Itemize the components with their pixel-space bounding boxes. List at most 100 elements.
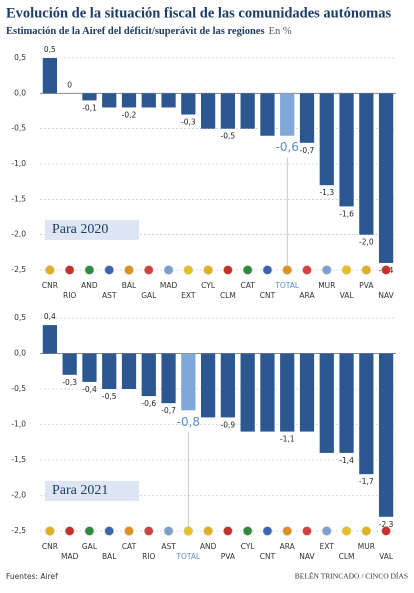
y-tick-label: -2,5 — [11, 526, 26, 535]
flag — [104, 265, 115, 275]
x-tick-label: CLM — [339, 552, 355, 561]
flag — [341, 526, 352, 536]
x-tick-label: NAV — [299, 552, 315, 561]
x-tick-label: TOTAL — [274, 281, 300, 290]
x-tick-label: CNT — [260, 552, 276, 561]
flag — [223, 265, 233, 275]
bar — [378, 353, 394, 517]
value-label: -0,9 — [221, 420, 236, 429]
bar — [280, 353, 295, 432]
x-tick-label: VAL — [340, 291, 355, 300]
x-tick-label: CYL — [201, 281, 216, 290]
bar — [181, 353, 196, 411]
flag — [282, 526, 293, 536]
x-tick-label: CNT — [260, 291, 276, 300]
bar — [319, 353, 334, 453]
x-tick-label: MAD — [61, 552, 79, 561]
x-tick-label: RIO — [142, 552, 155, 561]
bar — [42, 325, 58, 354]
x-tick-label: TOTAL — [175, 552, 201, 561]
x-tick-label: BAL — [102, 552, 117, 561]
bar — [62, 353, 77, 375]
bar — [339, 353, 354, 453]
y-tick-label: -1,5 — [11, 455, 26, 464]
x-tick-label: NAV — [378, 291, 394, 300]
flag — [45, 265, 55, 275]
flag — [321, 526, 332, 536]
x-tick-label: RIO — [63, 291, 76, 300]
x-tick-label: AND — [200, 542, 217, 551]
y-tick-label: -1,0 — [11, 159, 26, 168]
bar — [319, 93, 334, 186]
flag — [242, 265, 253, 275]
bar — [299, 93, 315, 143]
bar — [299, 353, 315, 432]
bar — [200, 353, 216, 418]
x-tick-label: CNR — [42, 542, 58, 551]
bar — [260, 93, 275, 136]
y-tick-label: -1,5 — [11, 194, 26, 203]
period-label: Para 2021 — [52, 483, 108, 498]
bar — [181, 93, 196, 115]
unit: En % — [269, 26, 292, 37]
flag — [64, 265, 75, 275]
value-label: -1,6 — [339, 209, 354, 218]
period-box — [45, 481, 139, 501]
credit: BELÉN TRINCADO / CINCO DÍAS — [295, 571, 408, 581]
bar — [141, 353, 156, 397]
flag — [262, 265, 273, 275]
x-tick-label: CNR — [42, 281, 58, 290]
bar — [359, 93, 374, 235]
flag — [341, 265, 352, 275]
y-tick-label: -0,5 — [11, 124, 26, 133]
x-tick-label: CLM — [220, 291, 236, 300]
value-label: -0,7 — [161, 406, 176, 415]
x-tick-label: PVA — [359, 281, 374, 290]
value-label: -1,7 — [359, 477, 374, 486]
flag — [381, 526, 391, 536]
value-label: -2,0 — [359, 238, 374, 247]
bar — [359, 353, 374, 475]
value-label: -0,5 — [221, 132, 236, 141]
title: Evolución de la situación fiscal de las … — [6, 5, 391, 21]
bar — [260, 353, 275, 432]
y-tick-label: -2,0 — [11, 230, 26, 239]
value-label: -0,5 — [102, 392, 117, 401]
x-tick-label: GAL — [82, 542, 98, 551]
x-tick-label: AST — [161, 542, 176, 551]
flag — [163, 265, 174, 275]
y-tick-label: 0,5 — [14, 313, 26, 322]
flag — [321, 265, 332, 275]
value-label: 0,4 — [44, 312, 56, 321]
flag — [203, 265, 213, 275]
flag — [143, 526, 154, 536]
x-tick-label: EXT — [320, 542, 335, 551]
subtitle-text: Estimación de la Airef del déficit/super… — [6, 26, 265, 37]
flag — [163, 526, 174, 536]
bar — [220, 93, 236, 129]
period-label: Para 2020 — [52, 222, 108, 237]
flag — [45, 526, 55, 536]
bar — [121, 93, 137, 108]
value-label: -0,8 — [177, 415, 200, 429]
x-tick-label: MAD — [160, 281, 178, 290]
y-tick-label: 0,0 — [14, 88, 26, 97]
y-tick-label: 0,0 — [14, 349, 26, 358]
flag — [64, 526, 75, 536]
flag — [262, 526, 273, 536]
bar — [280, 93, 295, 136]
value-label: -0,7 — [300, 146, 315, 155]
bar — [378, 93, 394, 263]
y-tick-label: -2,0 — [11, 491, 26, 500]
value-label: 0 — [67, 80, 72, 89]
flag — [183, 265, 194, 275]
bar — [141, 93, 156, 108]
flag — [84, 526, 95, 536]
flag — [302, 265, 312, 275]
flag — [242, 526, 253, 536]
flag — [381, 265, 391, 275]
value-label: -0,2 — [122, 110, 137, 119]
bar — [42, 58, 58, 94]
x-tick-label: CYL — [241, 542, 256, 551]
